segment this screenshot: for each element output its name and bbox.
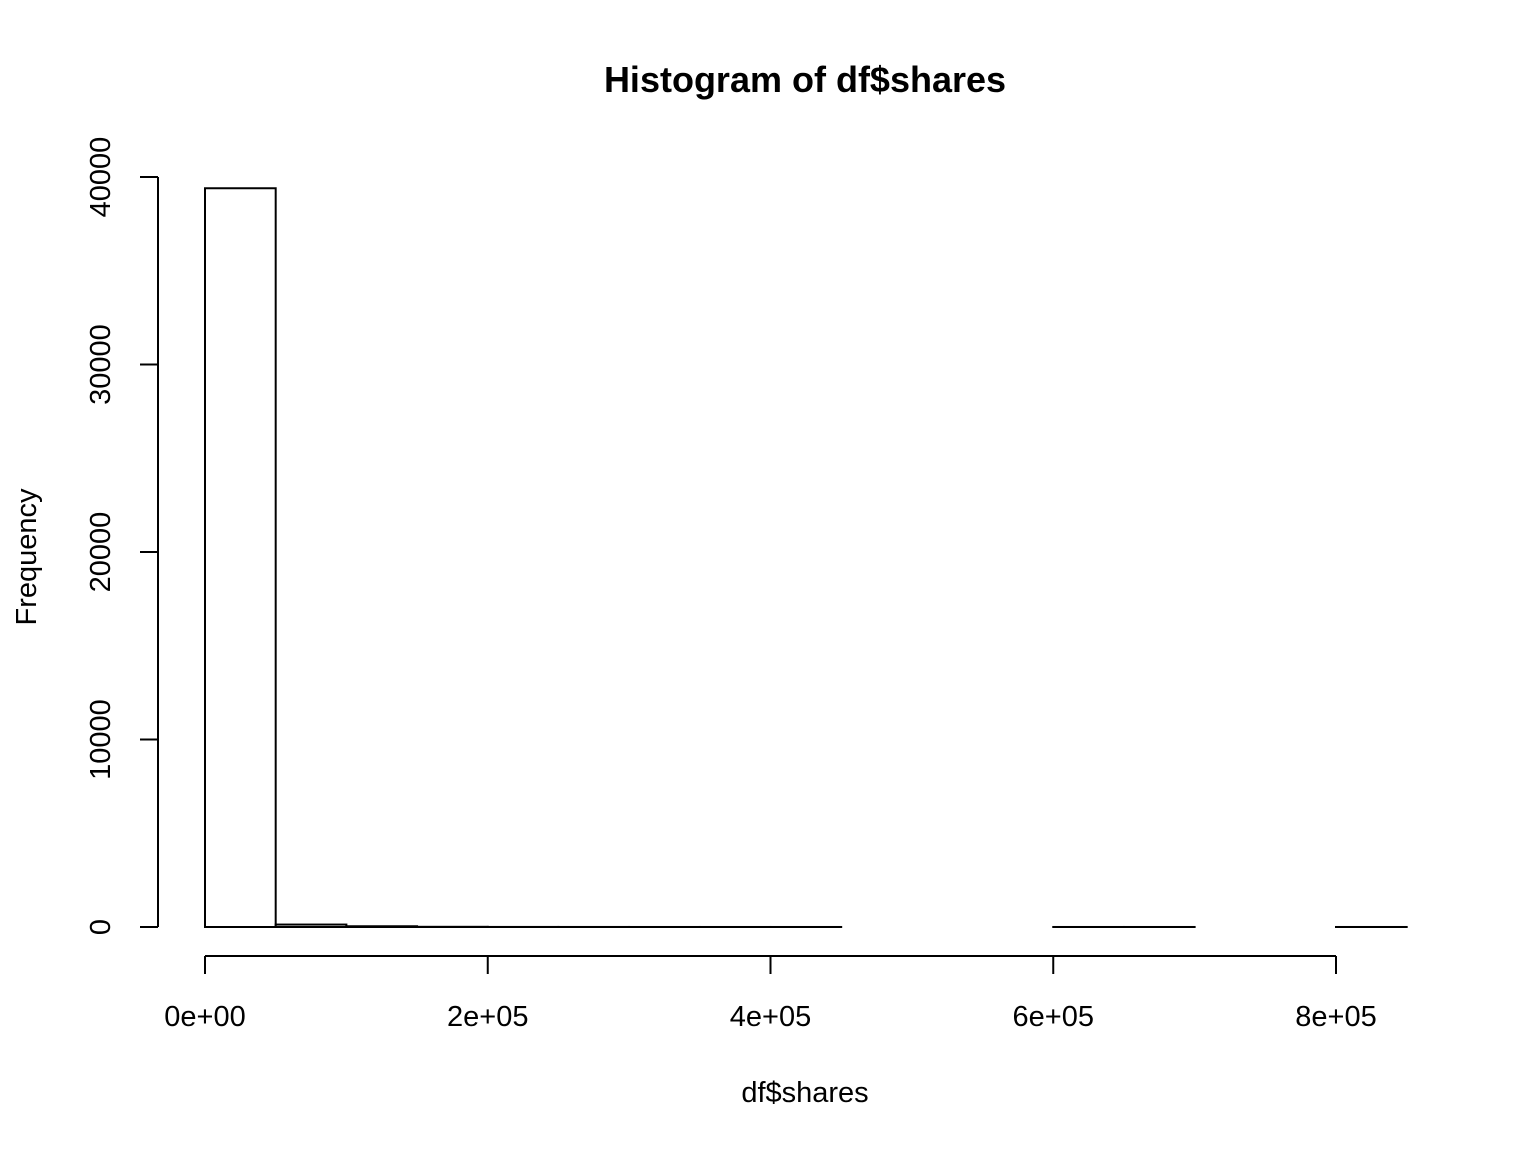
y-axis-label: Frequency	[11, 488, 43, 626]
histogram-bar-2	[345, 925, 419, 928]
x-tick-label-3: 6e+05	[1013, 1001, 1094, 1033]
x-tick-label-4: 8e+05	[1295, 1001, 1376, 1033]
histogram-bar-1	[274, 923, 348, 928]
x-axis-label: df$shares	[741, 1077, 868, 1109]
y-tick-label-0: 0	[85, 919, 117, 935]
histogram-bar-0	[204, 187, 277, 928]
y-tick-label-1: 10000	[85, 699, 117, 780]
y-tick-label-3: 30000	[85, 324, 117, 405]
x-axis: 0e+00 2e+05 4e+05 6e+05 8e+05	[164, 955, 1377, 1033]
chart-title: Histogram of df$shares	[604, 59, 1006, 100]
y-axis: 0 10000 20000 30000 40000	[85, 137, 159, 935]
x-tick-label-0: 0e+00	[164, 1001, 245, 1033]
x-tick-label-2: 4e+05	[730, 1001, 811, 1033]
bars-group	[204, 187, 1408, 929]
y-tick-label-4: 40000	[85, 137, 117, 218]
y-tick-label-2: 20000	[85, 512, 117, 593]
x-tick-label-1: 2e+05	[447, 1001, 528, 1033]
